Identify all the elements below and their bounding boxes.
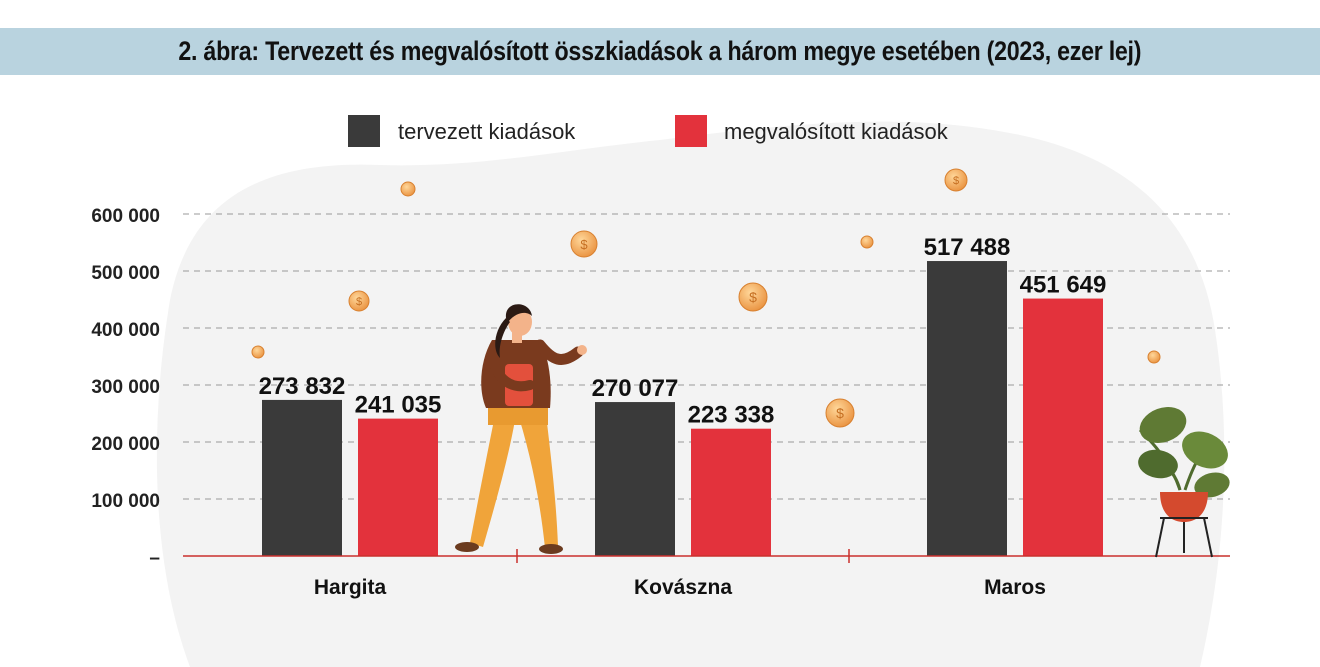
data-label: 517 488 <box>924 234 1011 261</box>
title-bar: 2. ábra: Tervezett és megvalósított össz… <box>0 28 1320 75</box>
y-tick-label: 400 000 <box>91 320 160 341</box>
y-tick-label: 600 000 <box>91 206 160 227</box>
y-tick-label: 100 000 <box>91 491 160 512</box>
coin-icon: $ <box>570 230 598 258</box>
data-label: 223 338 <box>688 402 775 429</box>
x-tick-label-kovászna: Kovászna <box>634 576 732 599</box>
coin-icon <box>251 345 265 359</box>
coin-icon: $ <box>738 282 768 312</box>
y-tick-label: 200 000 <box>91 434 160 455</box>
coin-decorations: $ $ $ $ $ <box>251 168 1161 428</box>
y-tick-label: – <box>149 548 160 569</box>
coin-icon: $ <box>348 290 370 312</box>
legend-swatch-planned <box>348 115 380 147</box>
bar-planned-hargita <box>262 399 342 556</box>
bar-realized-kovászna <box>691 428 771 556</box>
y-tick-label: 300 000 <box>91 377 160 398</box>
y-tick-label: 500 000 <box>91 263 160 284</box>
bar-planned-maros <box>927 261 1007 556</box>
x-tick-label-hargita: Hargita <box>314 576 387 599</box>
y-axis: – 100 000 200 000 300 000 400 000 500 000 600 … <box>91 206 160 569</box>
svg-text:$: $ <box>953 175 959 187</box>
data-label: 273 832 <box>259 373 346 400</box>
coin-icon <box>860 235 874 249</box>
svg-text:$: $ <box>749 289 757 305</box>
bars: 273 832 241 035 270 077 223 338 517 488 451 6… <box>259 234 1107 556</box>
coin-icon: $ <box>944 168 968 192</box>
x-axis: Hargita Kovászna Maros <box>183 549 1230 599</box>
legend-label-realized: megvalósított kiadások <box>724 119 949 144</box>
woman-illustration <box>455 304 587 554</box>
legend-label-planned: tervezett kiadások <box>398 119 576 144</box>
bar-realized-maros <box>1023 298 1103 556</box>
data-label: 241 035 <box>355 392 442 419</box>
chart-title: 2. ábra: Tervezett és megvalósított össz… <box>178 36 1142 66</box>
svg-text:$: $ <box>356 296 362 308</box>
bar-realized-hargita <box>358 418 438 556</box>
x-tick-label-maros: Maros <box>984 576 1046 599</box>
coin-icon <box>400 181 416 197</box>
bar-planned-kovászna <box>595 402 675 556</box>
coin-icon <box>1147 350 1161 364</box>
data-label: 451 649 <box>1020 272 1107 299</box>
data-label: 270 077 <box>592 375 679 402</box>
svg-text:$: $ <box>580 237 588 252</box>
legend: tervezett kiadások megvalósított kiadáso… <box>348 115 949 147</box>
legend-swatch-realized <box>675 115 707 147</box>
svg-text:$: $ <box>836 405 844 421</box>
plant-illustration <box>1138 407 1230 558</box>
coin-icon: $ <box>825 398 855 428</box>
